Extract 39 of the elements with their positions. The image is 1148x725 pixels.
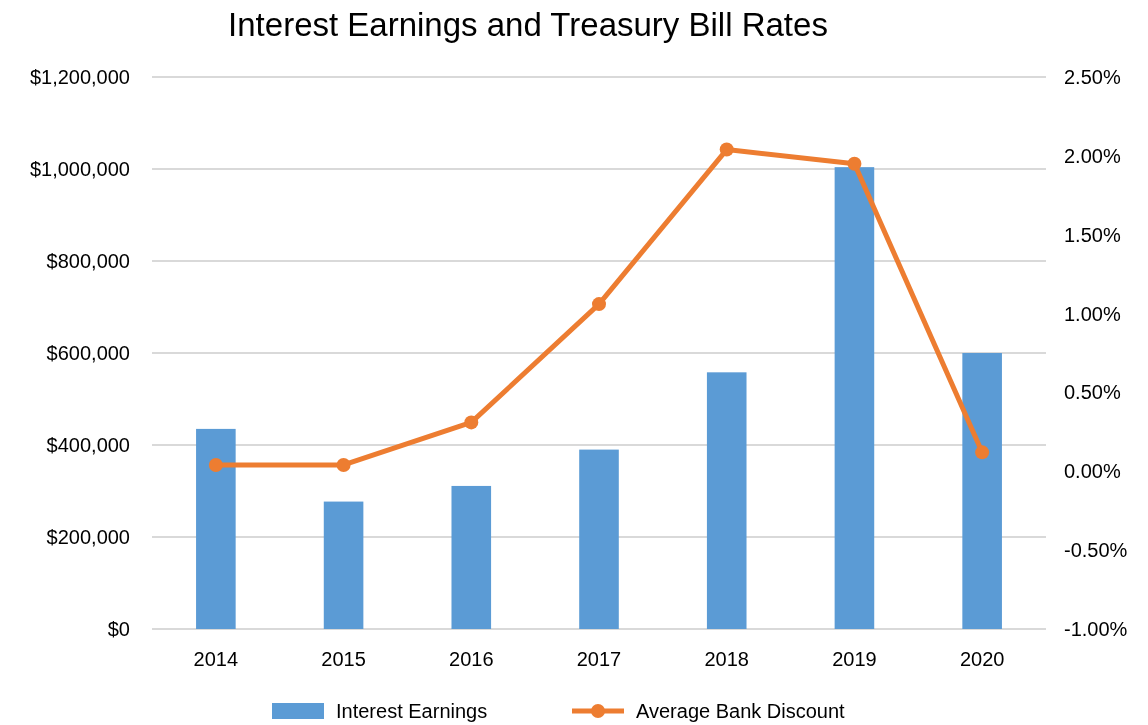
y2-tick-label: 2.50%	[1064, 66, 1121, 88]
chart-title: Interest Earnings and Treasury Bill Rates	[228, 6, 828, 43]
point	[464, 415, 479, 430]
x-tick-label: 2017	[576, 648, 622, 670]
y-tick-label: $200,000	[46, 526, 130, 548]
bar	[579, 449, 619, 629]
point	[975, 445, 990, 460]
y-tick-label: $1,000,000	[29, 158, 130, 180]
y-tick-label: $1,200,000	[29, 66, 130, 88]
y-tick-label: $0	[107, 618, 130, 640]
point	[847, 156, 862, 171]
bar	[451, 485, 492, 629]
point	[336, 457, 351, 472]
bar	[962, 353, 1002, 629]
x-tick-label: 2014	[193, 648, 239, 670]
bar	[196, 428, 236, 629]
x-tick-label: 2020	[959, 648, 1005, 670]
bar	[323, 501, 364, 629]
bar	[706, 372, 747, 629]
y2-tick-label: 1.50%	[1064, 223, 1121, 246]
y2-tick-label: -0.50%	[1064, 539, 1128, 562]
point	[592, 297, 606, 312]
x-tick-label: 2016	[449, 648, 494, 670]
y-tick-label: $600,000	[46, 342, 130, 364]
bar	[834, 167, 875, 629]
x-tick-label: 2018	[704, 648, 749, 670]
y2-tick-label: 1.00%	[1064, 302, 1121, 325]
legend-label: Average Bank Discount	[636, 700, 846, 722]
point	[719, 142, 734, 157]
y2-tick-label: 2.00%	[1064, 144, 1121, 167]
legend-label: Interest Earnings	[336, 700, 488, 722]
point	[208, 457, 223, 472]
x-tick-label: 2015	[321, 648, 366, 670]
y-tick-label: $400,000	[46, 434, 130, 456]
y2-tick-label: -1.00%	[1064, 618, 1128, 640]
y2-tick-label: 0.50%	[1064, 381, 1121, 404]
y2-tick-label: 0.00%	[1064, 460, 1121, 483]
x-tick-label: 2019	[832, 648, 877, 670]
y-tick-label: $800,000	[46, 250, 130, 272]
